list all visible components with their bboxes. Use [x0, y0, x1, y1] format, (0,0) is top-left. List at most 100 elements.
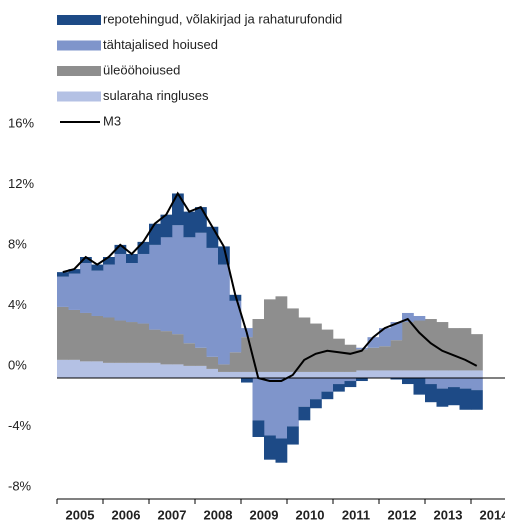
bar-segment [264, 435, 276, 460]
bar-segment [229, 300, 242, 353]
bar-segment [172, 225, 184, 335]
y-tick-label: 0% [8, 357, 27, 372]
x-tick-label: 2010 [296, 507, 325, 522]
bar-segment [149, 362, 161, 378]
legend-swatch [57, 15, 101, 25]
bar-segment [379, 346, 391, 371]
bar-segment [367, 347, 380, 371]
bar-segment [103, 317, 115, 363]
bar-segment [310, 378, 322, 400]
bar-segment [195, 207, 207, 233]
bar-segment [80, 257, 92, 264]
bar-segment [172, 193, 184, 226]
bar-segment [114, 362, 127, 378]
bar-segment [68, 269, 81, 274]
bar-segment [275, 378, 288, 439]
bar-segment [390, 322, 403, 341]
bar-segment [471, 378, 483, 391]
bar-segment [402, 312, 414, 323]
bar-segment [195, 347, 207, 366]
bar-segment [275, 296, 288, 372]
bar-segment [57, 359, 69, 378]
bar-segment [264, 378, 276, 436]
bar-segment [448, 370, 460, 378]
bar-segment [390, 340, 403, 371]
bar-segment [413, 378, 426, 395]
bar-segment [126, 263, 138, 323]
bar-segment [218, 364, 230, 372]
y-tick-label: -4% [8, 418, 32, 433]
y-tick-label: 12% [8, 176, 34, 191]
bar-segment [103, 257, 115, 265]
legend-swatch [57, 91, 101, 102]
bar-segment [172, 334, 184, 365]
bar-segment [379, 370, 391, 378]
y-tick-label: 8% [8, 236, 27, 251]
bar-segment [344, 344, 357, 372]
bar-segment [264, 371, 276, 378]
bar-segment [275, 371, 288, 378]
x-tick-label: 2008 [204, 507, 233, 522]
bar-segment [390, 370, 403, 378]
bar-segment [425, 378, 437, 385]
bar-segment [298, 317, 311, 372]
legend-label: üleööhoiused [103, 62, 180, 77]
bar-segment [333, 384, 345, 392]
bar-segment [126, 322, 138, 363]
bar-segment [137, 253, 150, 324]
bar-segment [183, 237, 196, 344]
bar-segment [471, 390, 483, 410]
bar-segment [344, 371, 357, 378]
bar-segment [436, 388, 449, 407]
bar-segment [183, 211, 196, 238]
bar-segment [459, 370, 472, 378]
bar-segment [114, 244, 127, 254]
bar-segment [448, 387, 460, 406]
bar-segment [459, 388, 472, 410]
x-tick-label: 2009 [250, 507, 279, 522]
bar-segment [402, 370, 414, 378]
bar-segment [149, 244, 161, 330]
bar-segment [91, 270, 104, 316]
x-tick-label: 2006 [112, 507, 141, 522]
bar-segment [149, 329, 161, 363]
bar-segment [425, 370, 437, 378]
bar-segment [160, 364, 173, 378]
bar-segment [91, 315, 104, 362]
bar-segment [333, 378, 345, 385]
bar-segment [91, 264, 104, 271]
bar-segment [206, 368, 219, 378]
bar-segment [80, 263, 92, 313]
bar-segment [103, 362, 115, 378]
bar-segment [310, 323, 322, 372]
bar-segment [103, 264, 115, 318]
bar-segment [356, 347, 368, 350]
bar-segment [241, 337, 253, 372]
bar-segment [390, 378, 403, 380]
bar-segment [68, 273, 81, 310]
bar-segment [241, 371, 253, 378]
bar-segment [448, 378, 460, 388]
x-tick-label: 2007 [158, 507, 187, 522]
x-tick-label: 2014 [480, 507, 505, 522]
bar-segment [229, 371, 242, 378]
bar-segment [321, 371, 334, 378]
bar-segment [57, 272, 69, 277]
bar-segment [275, 438, 288, 463]
bar-segment [413, 320, 426, 371]
bar-segment [367, 337, 380, 348]
y-tick-label: -8% [8, 478, 32, 493]
x-tick-label: 2013 [434, 507, 463, 522]
x-tick-label: 2005 [66, 507, 95, 522]
bar-segment [448, 328, 460, 371]
bar-segment [137, 241, 150, 254]
bar-segment [356, 378, 368, 382]
legend-label: tähtajalised hoiused [103, 37, 218, 52]
bar-segment [160, 237, 173, 332]
bar-segment [436, 378, 449, 389]
bar-segment [287, 426, 299, 445]
bar-segment [344, 378, 357, 382]
bar-segment [172, 364, 184, 378]
legend-swatch [57, 66, 101, 76]
